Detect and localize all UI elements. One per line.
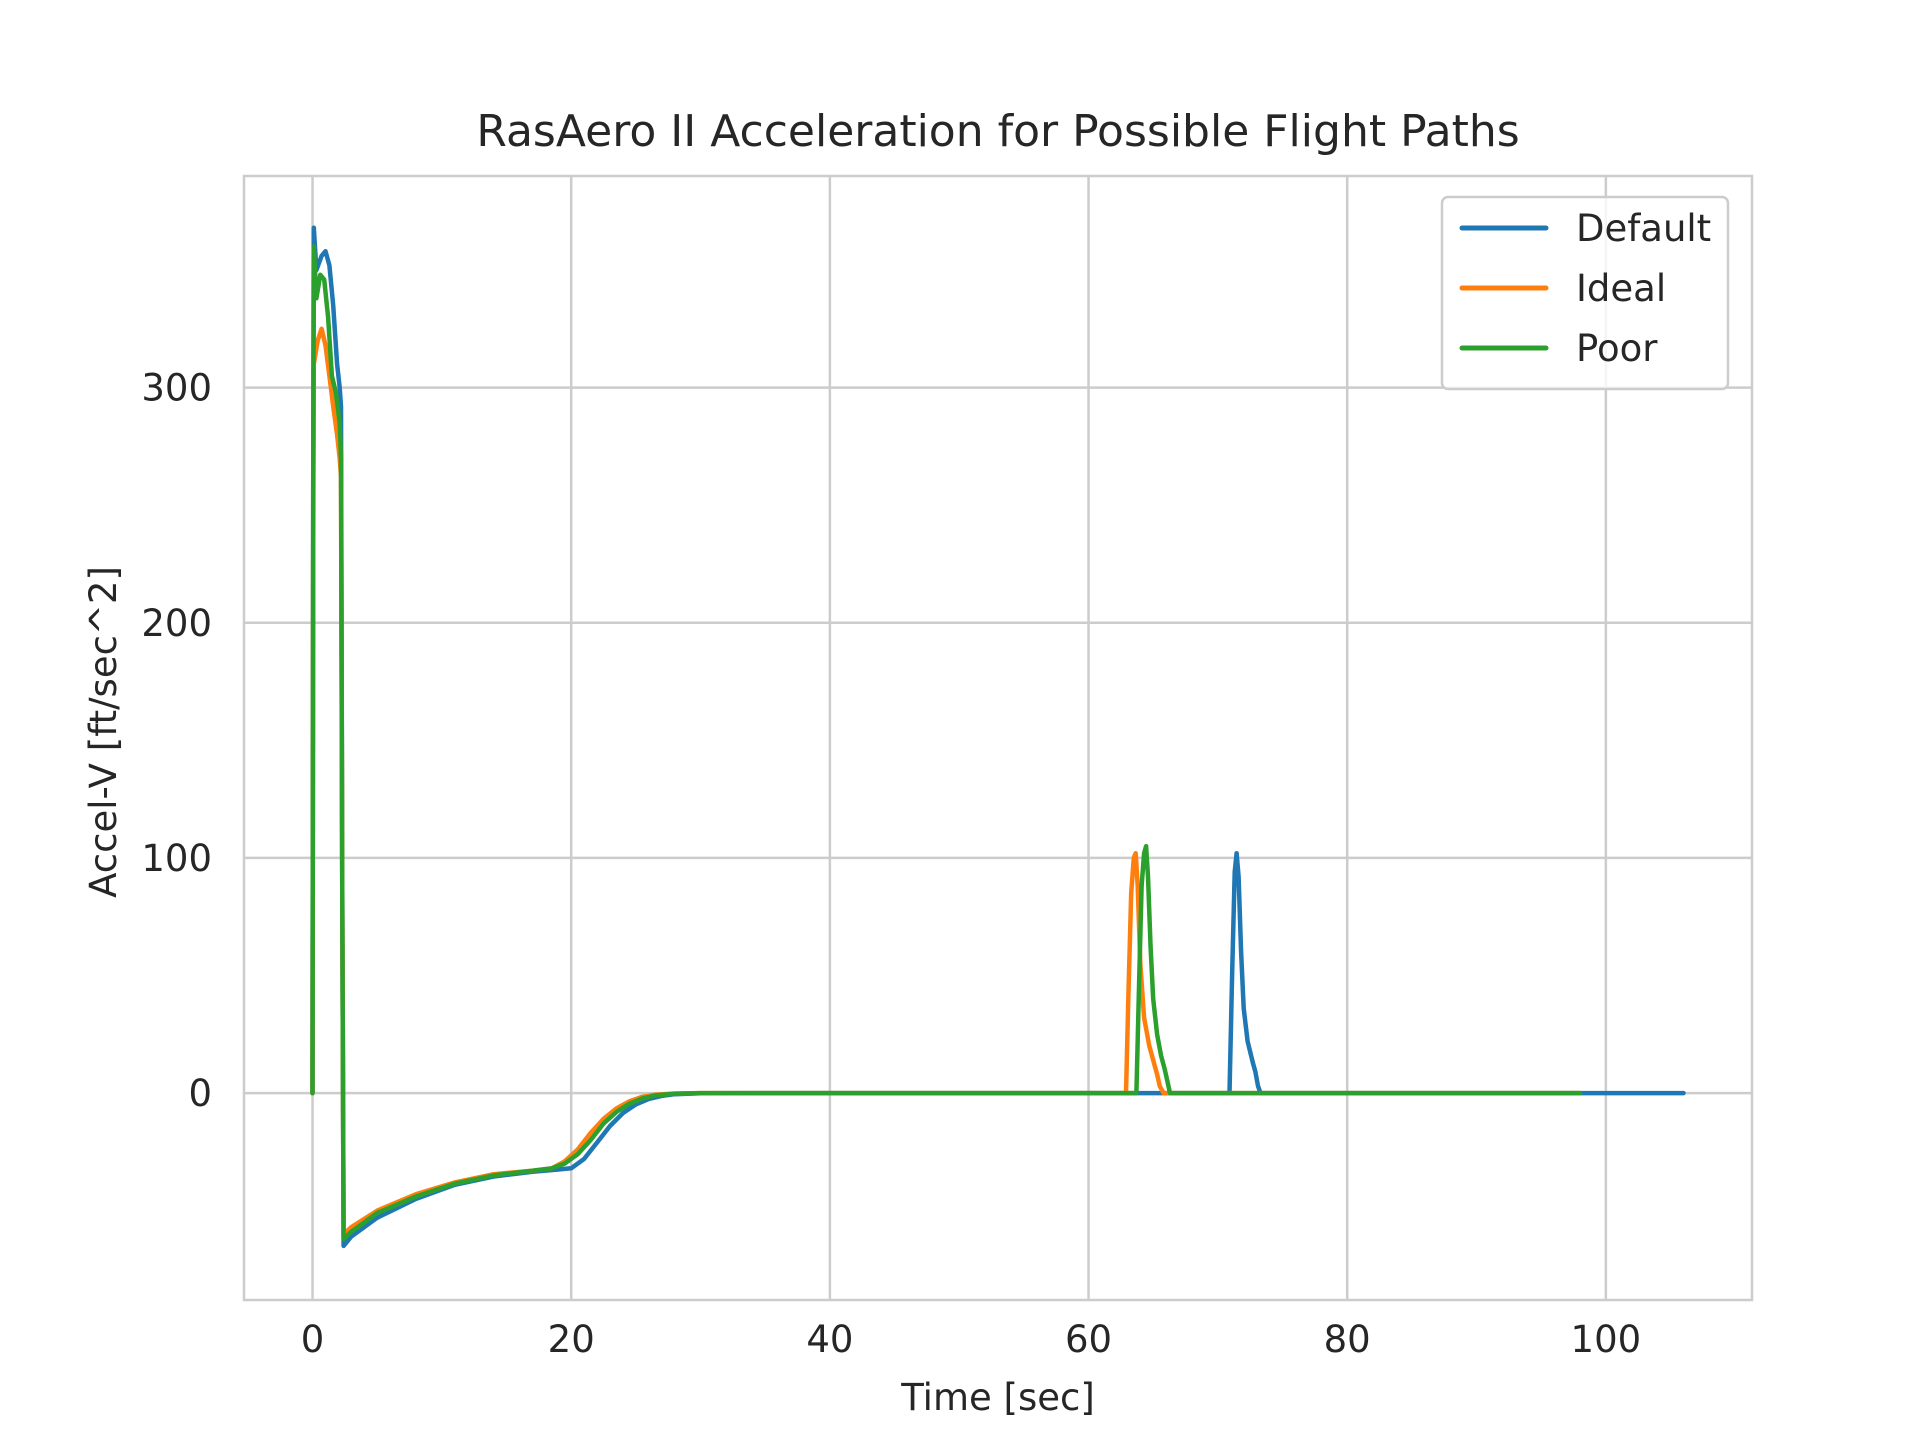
chart-title: RasAero II Acceleration for Possible Fli… — [476, 106, 1519, 157]
series-line-ideal — [310, 326, 1583, 1237]
x-tick-label: 40 — [806, 1318, 853, 1361]
legend-label-poor: Poor — [1576, 327, 1658, 370]
y-tick-label: 100 — [141, 837, 212, 880]
x-tick-label: 60 — [1065, 1318, 1112, 1361]
plot-frame — [242, 174, 1754, 1302]
series-line-poor — [310, 244, 1583, 1242]
y-tick-label: 200 — [141, 602, 212, 645]
series-line-default — [310, 225, 1686, 1249]
tick-labels: 0 20 40 60 80 100 0 100 200 300 — [141, 367, 1641, 1361]
legend: Default Ideal Poor — [1440, 195, 1730, 391]
y-tick-label: 300 — [141, 367, 212, 410]
x-tick-label: 20 — [548, 1318, 595, 1361]
x-axis-label: Time [sec] — [900, 1376, 1095, 1419]
legend-box — [1440, 195, 1730, 391]
x-tick-label: 100 — [1571, 1318, 1642, 1361]
y-axis-label: Accel-V [ft/sec^2] — [82, 566, 125, 898]
legend-label-ideal: Ideal — [1576, 267, 1666, 310]
x-tick-label: 80 — [1324, 1318, 1371, 1361]
legend-label-default: Default — [1576, 207, 1711, 250]
series-lines — [310, 225, 1686, 1249]
y-tick-label: 0 — [188, 1072, 212, 1115]
x-tick-label: 0 — [301, 1318, 325, 1361]
